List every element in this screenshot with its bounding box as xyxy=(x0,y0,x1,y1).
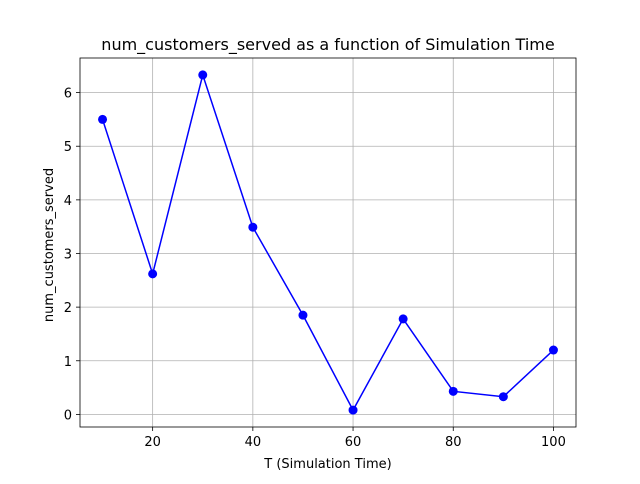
series-line xyxy=(101,72,554,412)
x-tick-label: 60 xyxy=(345,435,362,450)
chart-title: num_customers_served as a function of Si… xyxy=(101,35,554,55)
data-point xyxy=(198,70,208,80)
data-point xyxy=(148,269,158,279)
data-point xyxy=(298,310,308,320)
x-tick-label: 40 xyxy=(245,435,262,450)
data-point xyxy=(398,314,408,324)
x-axis-label: T (Simulation Time) xyxy=(263,457,391,472)
y-axis-label: num_customers_served xyxy=(42,168,57,322)
y-tick-label: 2 xyxy=(64,301,72,316)
grid xyxy=(80,58,576,427)
data-point xyxy=(548,345,558,355)
y-tick-label: 1 xyxy=(64,355,72,370)
tick-labels: 20 40 60 80 100 0 1 2 3 4 5 6 xyxy=(64,87,566,450)
y-tick-label: 3 xyxy=(64,247,72,262)
data-point xyxy=(498,392,508,402)
x-tick-label: 100 xyxy=(541,435,566,450)
x-tick-label: 20 xyxy=(144,435,161,450)
y-tick-label: 0 xyxy=(64,408,72,423)
axes xyxy=(76,57,577,431)
data-point xyxy=(248,222,258,232)
data-point xyxy=(98,114,108,124)
y-tick-label: 4 xyxy=(64,194,72,209)
y-tick-label: 6 xyxy=(64,87,72,102)
x-tick-label: 80 xyxy=(445,435,462,450)
series-line-layer xyxy=(98,70,558,415)
y-tick-label: 5 xyxy=(64,140,72,155)
plot-frame xyxy=(79,57,577,428)
data-point xyxy=(448,386,458,396)
data-point xyxy=(348,405,358,415)
